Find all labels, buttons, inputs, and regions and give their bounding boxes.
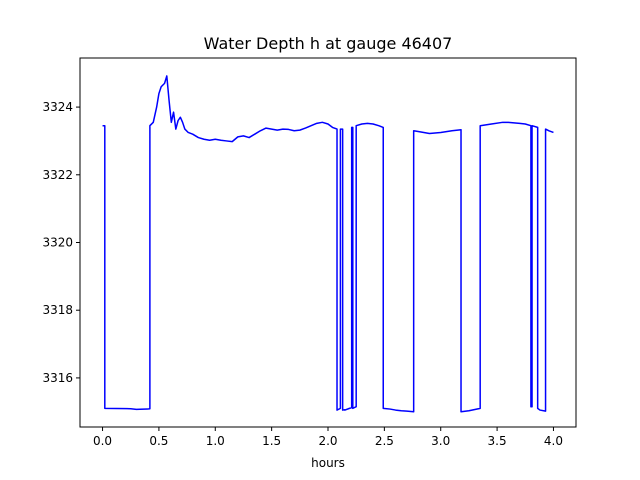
x-tick-label: 0.0 bbox=[93, 434, 112, 448]
x-tick-label: 4.0 bbox=[544, 434, 563, 448]
y-tick-label: 3316 bbox=[42, 371, 73, 385]
x-tick-label: 1.5 bbox=[262, 434, 281, 448]
x-tick-label: 3.0 bbox=[431, 434, 450, 448]
series-layer bbox=[102, 75, 554, 413]
x-tick-label: 2.5 bbox=[375, 434, 394, 448]
x-tick-label: 3.5 bbox=[488, 434, 507, 448]
chart-title: Water Depth h at gauge 46407 bbox=[204, 34, 453, 53]
x-tick-label: 0.5 bbox=[149, 434, 168, 448]
y-axis-ticks: 3316 3318 3320 3322 3324 bbox=[42, 100, 80, 385]
y-tick-label: 3322 bbox=[42, 168, 73, 182]
y-tick-label: 3320 bbox=[42, 236, 73, 250]
y-tick-label: 3318 bbox=[42, 303, 73, 317]
x-tick-label: 2.0 bbox=[318, 434, 337, 448]
series-line bbox=[102, 75, 554, 413]
x-tick-label: 1.0 bbox=[206, 434, 225, 448]
y-tick-label: 3324 bbox=[42, 100, 73, 114]
x-axis-ticks: 0.0 0.5 1.0 1.5 2.0 2.5 3.0 3.5 4.0 bbox=[93, 427, 563, 448]
x-axis-label: hours bbox=[311, 456, 345, 470]
plot-frame bbox=[79, 57, 577, 428]
